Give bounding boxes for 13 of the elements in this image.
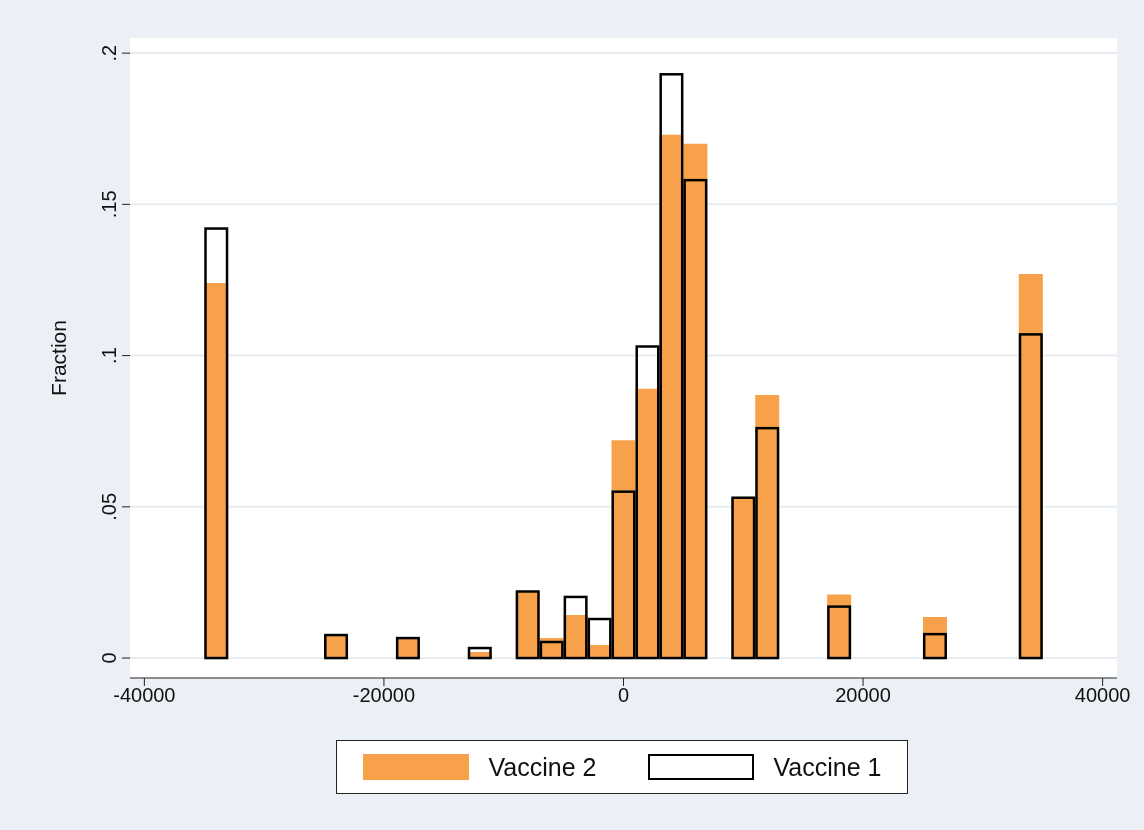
y-tick-label: 0 — [98, 652, 120, 664]
y-tick-label: .1 — [98, 347, 120, 364]
x-tick-label: 20000 — [835, 684, 891, 707]
x-tick-label: -20000 — [352, 684, 416, 707]
x-tick-label: -40000 — [113, 684, 176, 707]
y-tick-label: .15 — [98, 190, 120, 219]
legend-label: Vaccine 2 — [488, 752, 597, 782]
x-tick-label: 40000 — [1074, 684, 1131, 707]
y-tick-label: .05 — [98, 492, 120, 521]
x-tick-label: 0 — [617, 684, 630, 707]
y-axis-title: Fraction — [47, 320, 71, 396]
y-tick-label: .2 — [98, 44, 120, 62]
legend-label: Vaccine 1 — [773, 752, 882, 782]
